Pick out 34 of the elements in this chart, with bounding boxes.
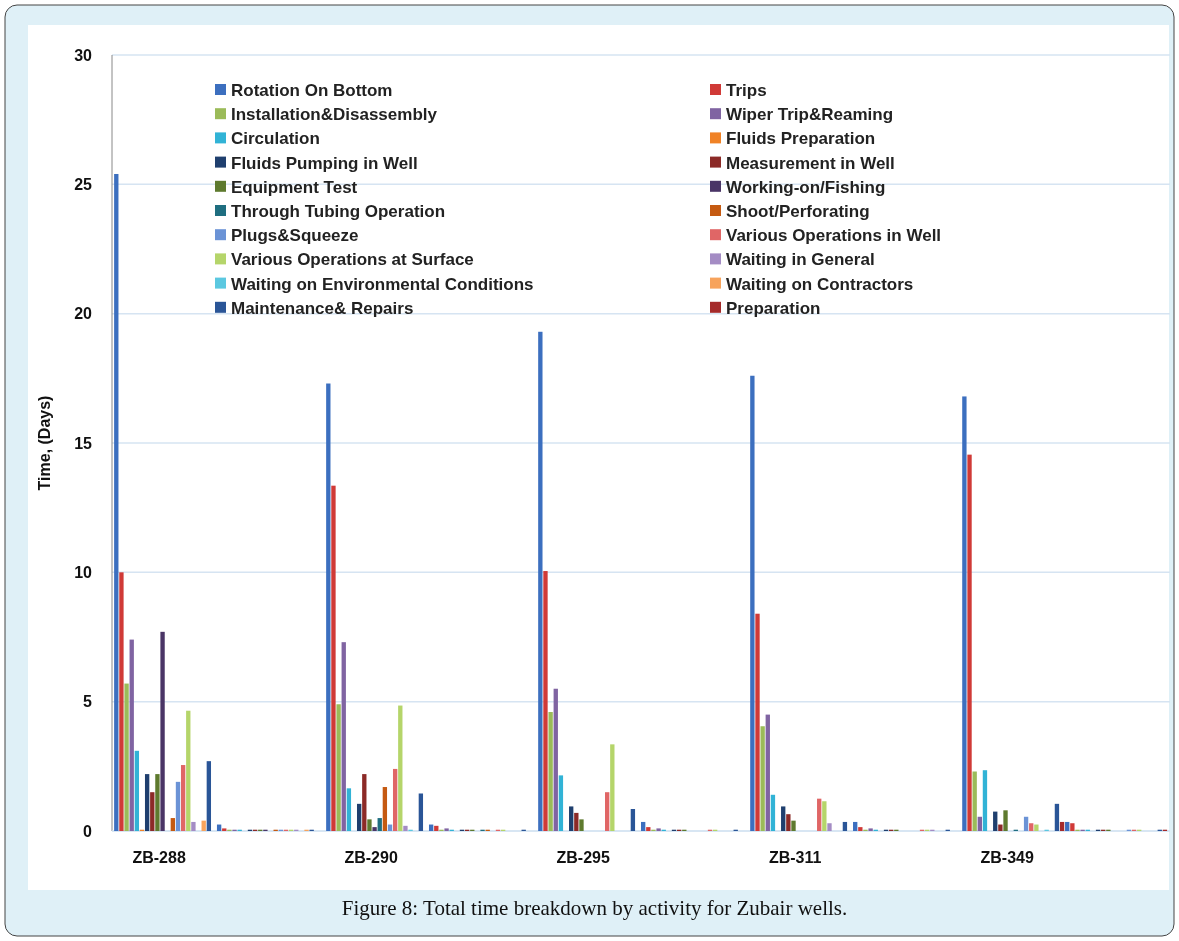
legend-label: Wiper Trip&Reaming <box>726 105 894 125</box>
legend-label: Maintenance& Repairs <box>231 298 414 318</box>
legend-label: Fluids Preparation <box>726 129 876 149</box>
legend-label: Various Operations in Well <box>726 226 942 246</box>
legend-label: Various Operations at Surface <box>231 250 474 270</box>
x-tick-label: ZB-349 <box>980 849 1034 866</box>
legend-label: Rotation On Bottom <box>231 80 393 100</box>
y-axis-title: Time, (Days) <box>36 395 53 491</box>
legend-label: Circulation <box>231 129 320 149</box>
y-tick-label: 10 <box>74 563 93 581</box>
legend-label: Trips <box>726 80 767 100</box>
y-tick-label: 25 <box>74 175 93 193</box>
x-tick-label: ZB-295 <box>556 849 610 866</box>
y-tick-label: 20 <box>74 305 93 323</box>
legend-label: Working-on/Fishing <box>726 177 886 197</box>
legend-label: Preparation <box>726 298 821 318</box>
legend-label: Plugs&Squeeze <box>231 226 359 246</box>
legend-label: Equipment Test <box>231 177 358 197</box>
y-tick-label: 5 <box>83 693 93 711</box>
x-tick-label: ZB-290 <box>344 849 398 866</box>
legend-label: Through Tubing Operation <box>231 201 446 221</box>
caption: Figure 8: Total time breakdown by activity for Zubair wells. <box>341 896 848 920</box>
legend-label: Fluids Pumping in Well <box>231 153 418 173</box>
x-tick-label: ZB-311 <box>768 849 822 866</box>
x-tick-label: ZB-288 <box>132 849 186 866</box>
legend-label: Waiting in General <box>726 250 875 270</box>
legend-label: Waiting on Environmental Conditions <box>231 274 534 294</box>
y-tick-label: 15 <box>74 434 93 452</box>
legend-label: Installation&Disassembly <box>231 105 438 125</box>
legend-label: Measurement in Well <box>726 153 895 173</box>
legend-label: Shoot/Perforating <box>726 201 870 221</box>
y-tick-label: 0 <box>83 822 93 840</box>
legend-label: Waiting on Contractors <box>726 274 914 294</box>
y-tick-label: 30 <box>74 46 93 64</box>
